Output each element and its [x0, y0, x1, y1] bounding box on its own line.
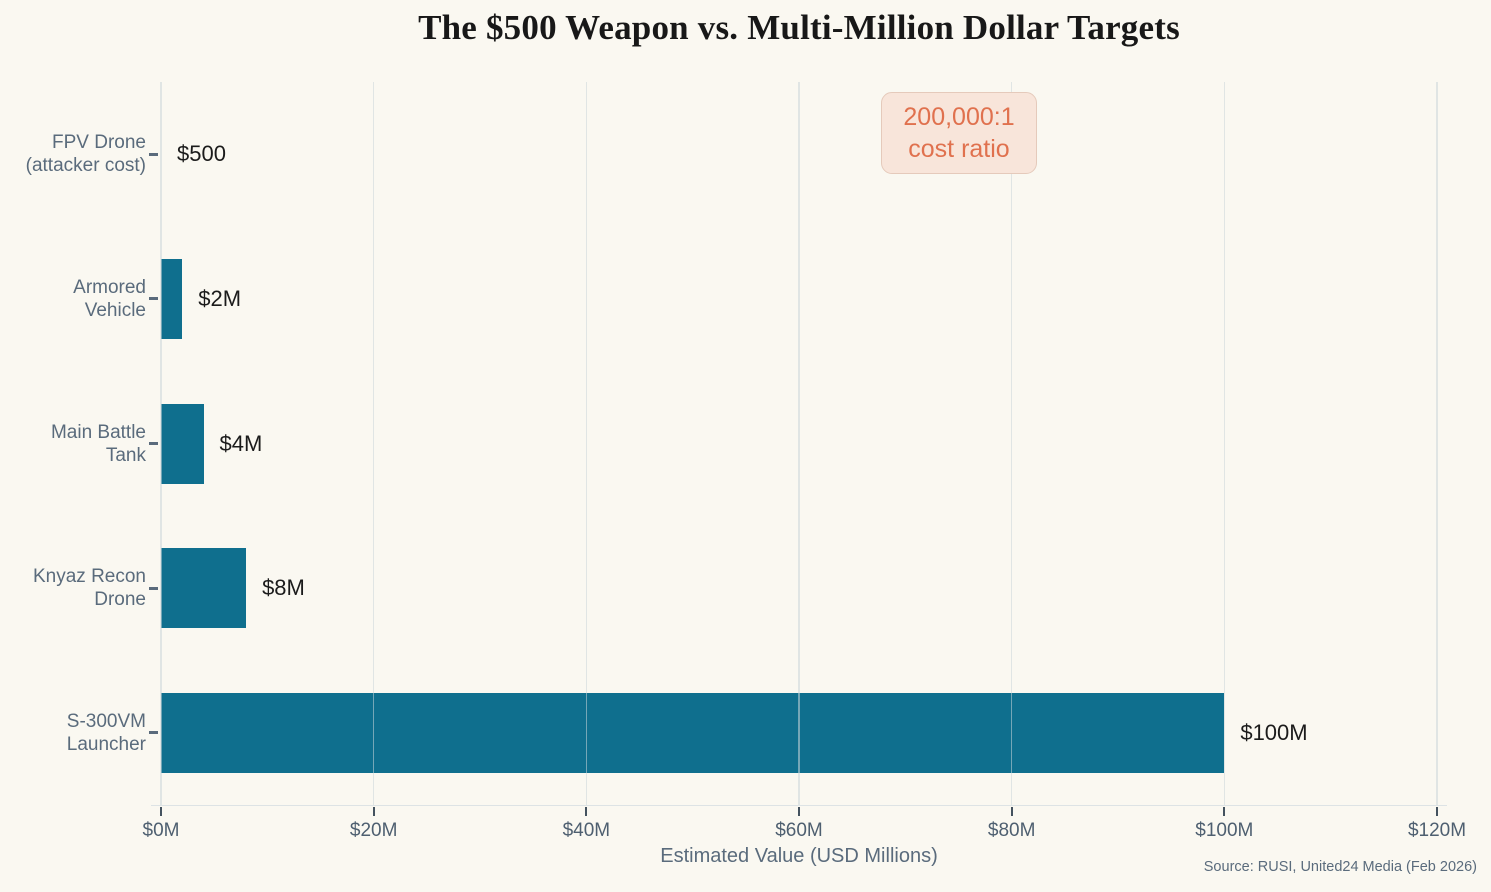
annotation-line-2: cost ratio: [908, 135, 1010, 163]
y-tick-mark-4: [149, 731, 158, 735]
x-tick-label-1: $20M: [349, 820, 398, 841]
x-tick-mark-6: [1436, 807, 1438, 816]
x-axis-title: Estimated Value (USD Millions): [660, 845, 938, 867]
cost-ratio-annotation: 200,000:1 cost ratio: [881, 92, 1037, 174]
category-label-4: S-300VM Launcher: [4, 710, 146, 756]
gridline-$20M: [372, 82, 375, 805]
bar-2: [161, 403, 204, 484]
x-tick-mark-2: [585, 807, 588, 816]
x-tick-mark-0: [160, 807, 162, 816]
category-label-3: Knyaz Recon Drone: [4, 565, 146, 611]
x-tick-label-3: $60M: [775, 820, 823, 841]
y-tick-mark-1: [149, 297, 158, 301]
gridline-$40M: [585, 82, 588, 805]
y-tick-mark-2: [149, 442, 158, 445]
bar-4: [161, 692, 1225, 773]
category-label-line: (attacker cost): [25, 155, 146, 177]
y-tick-mark-0: [149, 152, 158, 156]
x-tick-mark-3: [798, 807, 800, 816]
value-label-1: $2M: [198, 285, 242, 311]
x-tick-label-5: $100M: [1195, 820, 1254, 841]
x-tick-label-2: $40M: [562, 820, 611, 841]
annotation-line-1: 200,000:1: [903, 103, 1015, 131]
plot-area: $500 $2M $4M $8M $100M: [160, 82, 1438, 805]
gridline-$80M: [1010, 82, 1013, 805]
x-tick-label-6: $120M: [1407, 820, 1467, 841]
category-label-0: FPV Drone (attacker cost): [4, 131, 146, 177]
y-tick-mark-3: [149, 586, 158, 590]
bar-3: [161, 548, 247, 629]
value-label-3: $8M: [262, 575, 305, 601]
category-label-line: S-300VM: [66, 710, 146, 732]
value-label-0: $500: [177, 141, 226, 167]
x-tick-label-0: $0M: [142, 820, 180, 841]
category-label-2: Main Battle Tank: [4, 421, 146, 467]
x-axis-line: [151, 805, 1447, 806]
category-label-line: Drone: [94, 589, 146, 611]
category-label-line: Main Battle: [50, 421, 146, 443]
value-label-4: $100M: [1240, 719, 1308, 745]
source-note: Source: RUSI, United24 Media (Feb 2026): [1203, 859, 1477, 875]
category-label-1: Armored Vehicle: [4, 276, 146, 322]
x-tick-mark-4: [1010, 807, 1013, 816]
category-label-line: Vehicle: [84, 299, 146, 321]
x-tick-label-4: $80M: [987, 820, 1036, 841]
category-label-line: FPV Drone: [52, 132, 146, 154]
category-label-line: Launcher: [66, 733, 146, 755]
gridline-$120M: [1436, 82, 1438, 805]
gridline-$100M: [1223, 82, 1226, 805]
gridline-$60M: [798, 82, 800, 805]
category-label-line: Tank: [105, 444, 146, 466]
category-label-line: Armored: [73, 276, 146, 298]
x-tick-mark-1: [372, 807, 375, 816]
gridline-$0M: [160, 82, 162, 805]
bar-1: [161, 258, 183, 339]
x-tick-mark-5: [1223, 807, 1226, 816]
category-label-line: Knyaz Recon: [32, 566, 146, 588]
chart-title: The $500 Weapon vs. Multi-Million Dollar…: [418, 8, 1180, 47]
value-label-2: $4M: [219, 430, 263, 456]
